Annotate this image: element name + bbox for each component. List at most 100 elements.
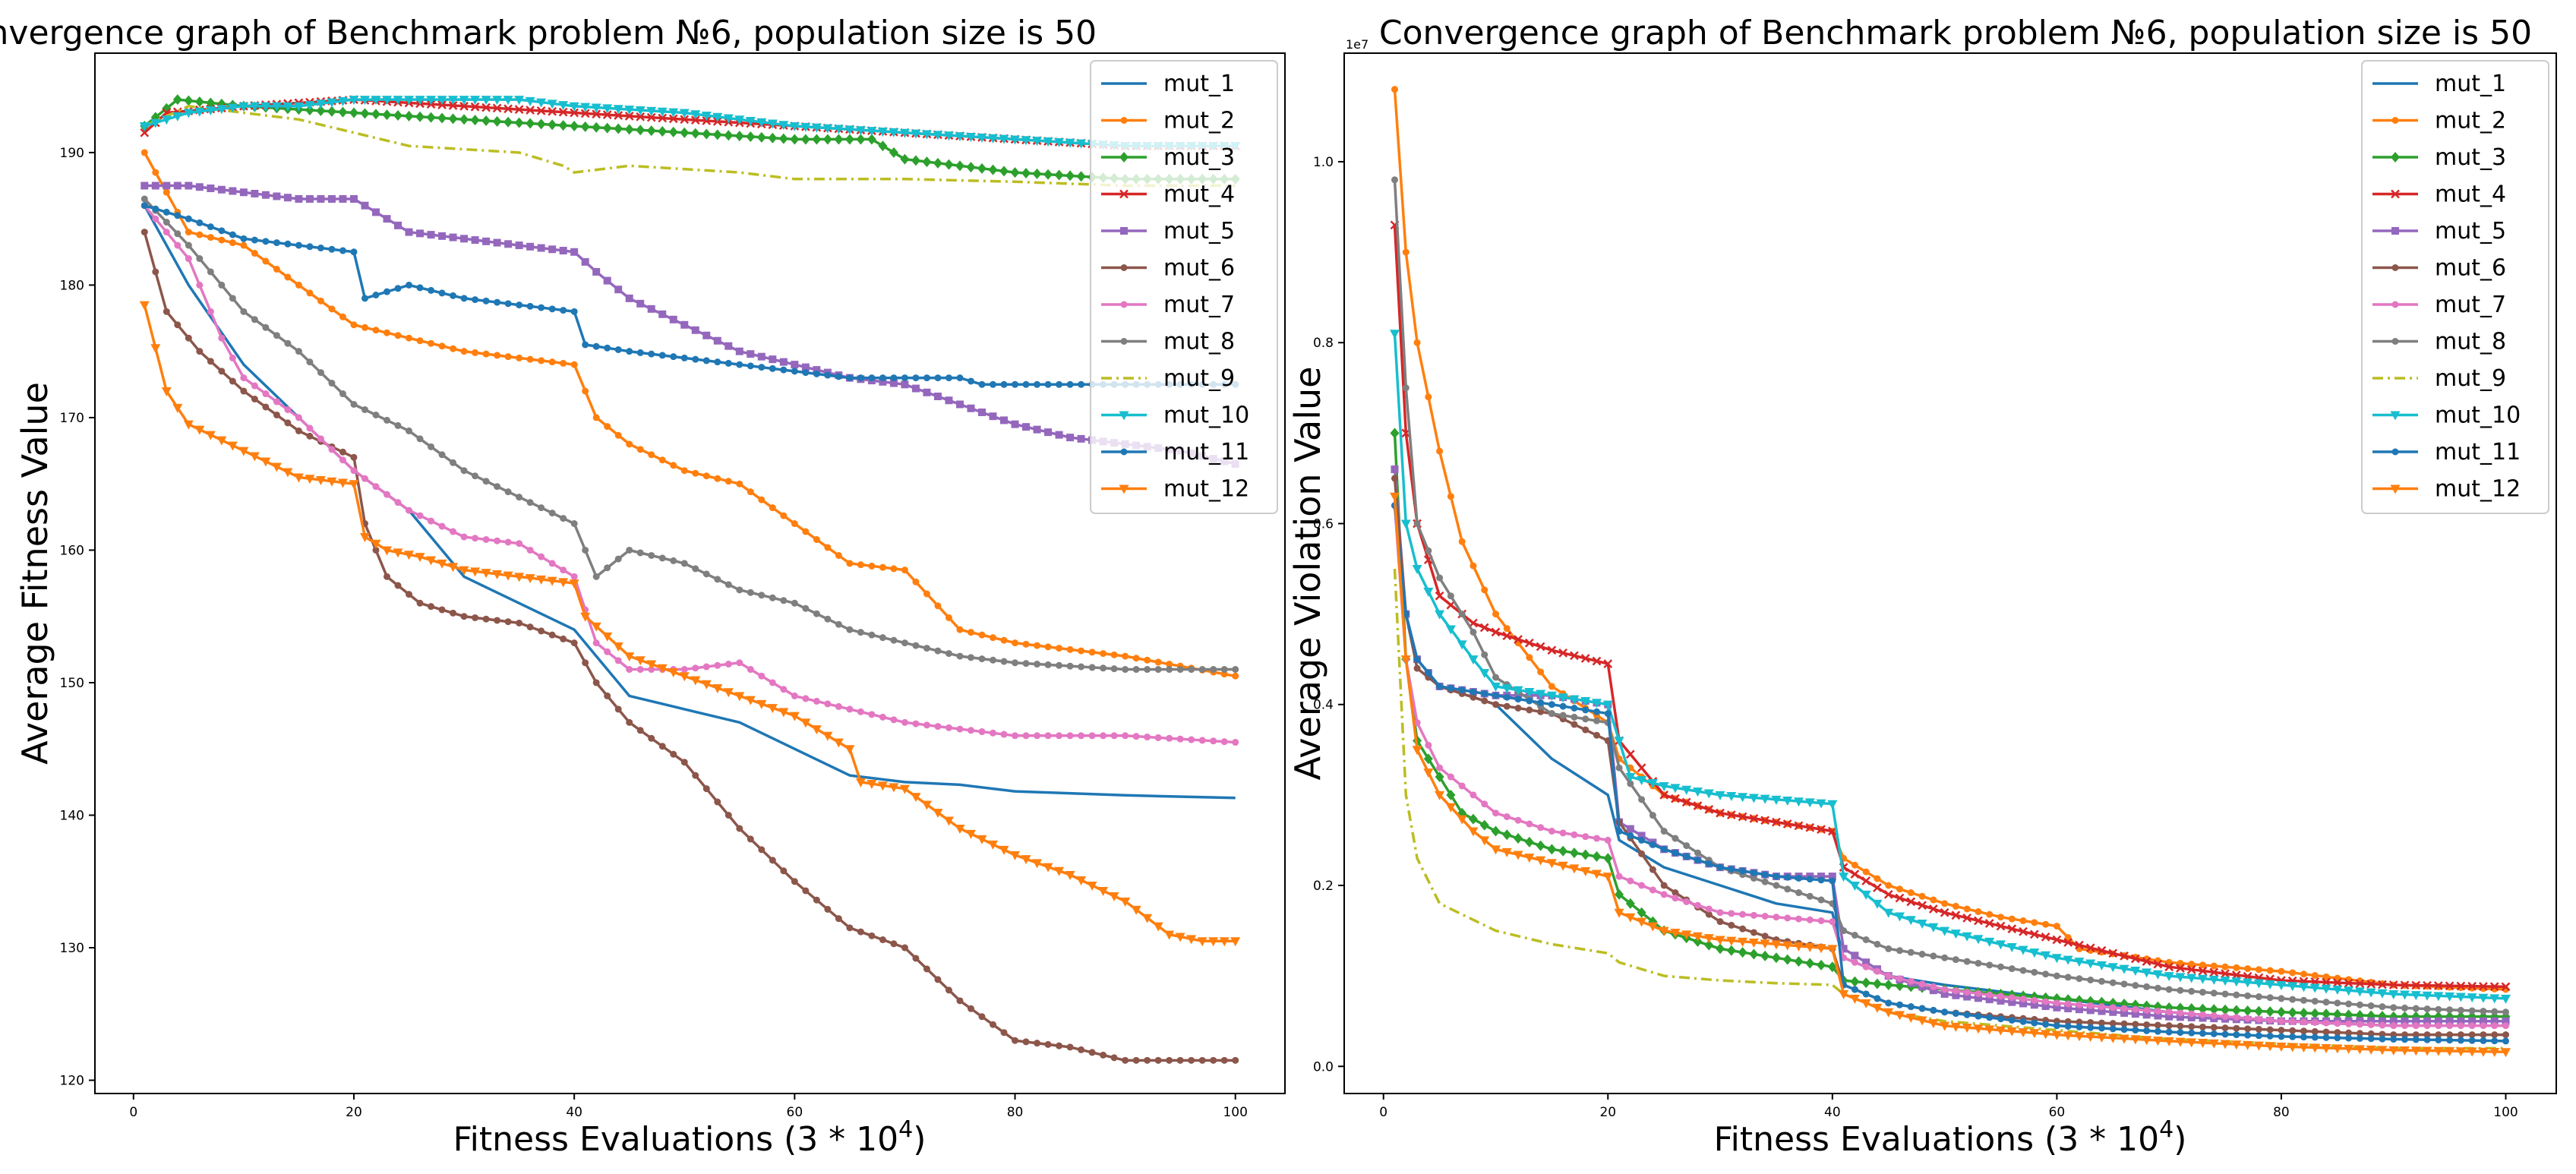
series-mut_12-marker xyxy=(1010,851,1021,860)
series-mut_5-marker xyxy=(1055,431,1063,439)
series-mut_5-marker xyxy=(2423,1017,2432,1025)
series-mut_5-marker xyxy=(1817,873,1826,881)
series-mut_12-marker xyxy=(1536,856,1546,866)
series-mut_7-marker xyxy=(2379,1021,2386,1029)
series-mut_12-marker xyxy=(745,696,756,705)
series-mut_6-marker xyxy=(1391,475,1398,482)
series-mut_11-marker xyxy=(2233,1031,2240,1039)
series-mut_10-marker xyxy=(371,96,381,106)
series-mut_6-marker xyxy=(1088,1049,1096,1056)
series-mut_8-marker xyxy=(901,639,908,647)
series-mut_6-marker xyxy=(185,334,192,342)
series-mut_10-marker xyxy=(1468,655,1479,665)
series-mut_5-marker xyxy=(2445,1017,2454,1025)
series-mut_6-marker xyxy=(2098,1019,2105,1027)
series-mut_6-marker xyxy=(1100,1051,1107,1059)
y-tick-label: 130 xyxy=(60,941,84,956)
series-mut_7-marker xyxy=(2109,1004,2117,1011)
series-mut_10-marker xyxy=(2142,968,2152,978)
series-mut_12-marker xyxy=(1153,922,1163,932)
series-mut_5-marker xyxy=(239,188,248,197)
series-mut_3-marker xyxy=(746,131,756,142)
series-mut_10-marker xyxy=(437,96,447,106)
series-mut_5-marker xyxy=(625,294,633,302)
series-mut_4-marker xyxy=(1738,812,1747,822)
series-mut_5-marker xyxy=(1985,996,1994,1004)
series-mut_4-marker xyxy=(1928,904,1938,914)
series-mut_11-marker xyxy=(2334,1034,2341,1042)
series-mut_11-marker xyxy=(670,353,677,361)
legend-entry-mut_3: mut_3 xyxy=(2372,144,2506,171)
series-mut_3-marker xyxy=(856,134,866,145)
series-mut_4-marker xyxy=(2186,964,2196,974)
series-mut_11-marker xyxy=(1986,1014,1994,1021)
series-mut_7-marker xyxy=(1022,732,1030,740)
series-mut_12-marker xyxy=(778,708,789,718)
series-mut_12-marker xyxy=(889,783,899,793)
series-mut_8-marker xyxy=(1198,666,1206,674)
series-mut_5-marker xyxy=(955,400,964,409)
series-mut_6-marker xyxy=(582,659,589,667)
series-mut_7-marker xyxy=(152,215,159,222)
series-mut_6-marker xyxy=(2210,1024,2218,1031)
series-mut_10-marker xyxy=(2354,987,2365,997)
series-mut_5-marker xyxy=(713,336,721,345)
series-mut_8-marker xyxy=(1930,952,1937,960)
series-mut_10-marker xyxy=(514,96,525,106)
series-mut_11-marker xyxy=(2109,1025,2117,1033)
series-mut_12-marker xyxy=(1400,655,1411,665)
series-mut_6-marker xyxy=(769,857,776,864)
series-mut_11-marker xyxy=(1728,866,1735,873)
series-mut_12-marker xyxy=(381,546,392,556)
series-mut_7-marker xyxy=(2356,1021,2363,1028)
series-mut_8-marker xyxy=(1683,842,1690,850)
series-mut_4-marker xyxy=(1962,914,1972,923)
series-mut_3-marker xyxy=(1032,168,1042,179)
series-mut_8-marker xyxy=(592,573,600,580)
series-mut_6-marker xyxy=(1000,1029,1008,1037)
series-mut_8-marker xyxy=(1176,666,1184,674)
series-mut_2-marker xyxy=(2188,961,2196,968)
series-mut_2-marker xyxy=(868,562,876,570)
series-mut_4-marker xyxy=(1570,651,1579,661)
series-mut_3-marker xyxy=(778,133,788,144)
series-mut_5-marker xyxy=(493,238,501,247)
series-mut_10-marker xyxy=(1400,519,1411,529)
series-mut_5-marker xyxy=(2457,1017,2465,1025)
series-mut_4-marker xyxy=(614,111,623,120)
series-mut_2-marker xyxy=(1154,658,1162,666)
series-mut_6-marker xyxy=(2468,1031,2476,1039)
series-line-mut_2 xyxy=(143,152,1236,678)
series-mut_4-marker xyxy=(1502,631,1512,641)
series-mut_5-marker xyxy=(813,366,821,374)
series-mut_11-marker xyxy=(2367,1035,2375,1043)
series-mut_8-marker xyxy=(1593,717,1600,724)
series-mut_8-marker xyxy=(978,655,986,663)
series-mut_4-marker xyxy=(1491,627,1501,637)
series-mut_3-marker xyxy=(1615,888,1624,900)
series-mut_4-marker xyxy=(2489,982,2499,992)
series-mut_2-marker xyxy=(945,614,952,621)
series-mut_6-marker xyxy=(2435,1031,2442,1039)
series-mut_12-marker xyxy=(1895,1011,1905,1021)
series-mut_11-marker xyxy=(1874,995,1881,1002)
series-mut_2-marker xyxy=(1481,586,1488,594)
series-mut_11-marker xyxy=(262,238,270,245)
series-mut_5-marker xyxy=(691,326,699,334)
series-mut_11-marker xyxy=(2031,1019,2038,1027)
series-mut_4-marker xyxy=(1592,656,1602,666)
series-mut_2-marker xyxy=(229,239,236,247)
series-mut_12-marker xyxy=(2276,1043,2287,1052)
series-mut_4-marker xyxy=(1760,816,1770,825)
series-mut_4-marker xyxy=(1817,825,1826,835)
series-mut_8-marker xyxy=(2401,1004,2408,1011)
series-mut_2-marker xyxy=(1012,639,1019,647)
series-mut_7-marker xyxy=(1154,734,1162,741)
right-y-axis-label: Average Violation Value xyxy=(1287,367,1328,781)
series-mut_5-marker xyxy=(989,412,997,421)
series-mut_6-marker xyxy=(1582,726,1589,734)
series-mut_8-marker xyxy=(450,459,457,466)
series-mut_7-marker xyxy=(2244,1015,2252,1022)
series-mut_10-marker xyxy=(161,115,172,125)
series-mut_8-marker xyxy=(1022,660,1030,667)
